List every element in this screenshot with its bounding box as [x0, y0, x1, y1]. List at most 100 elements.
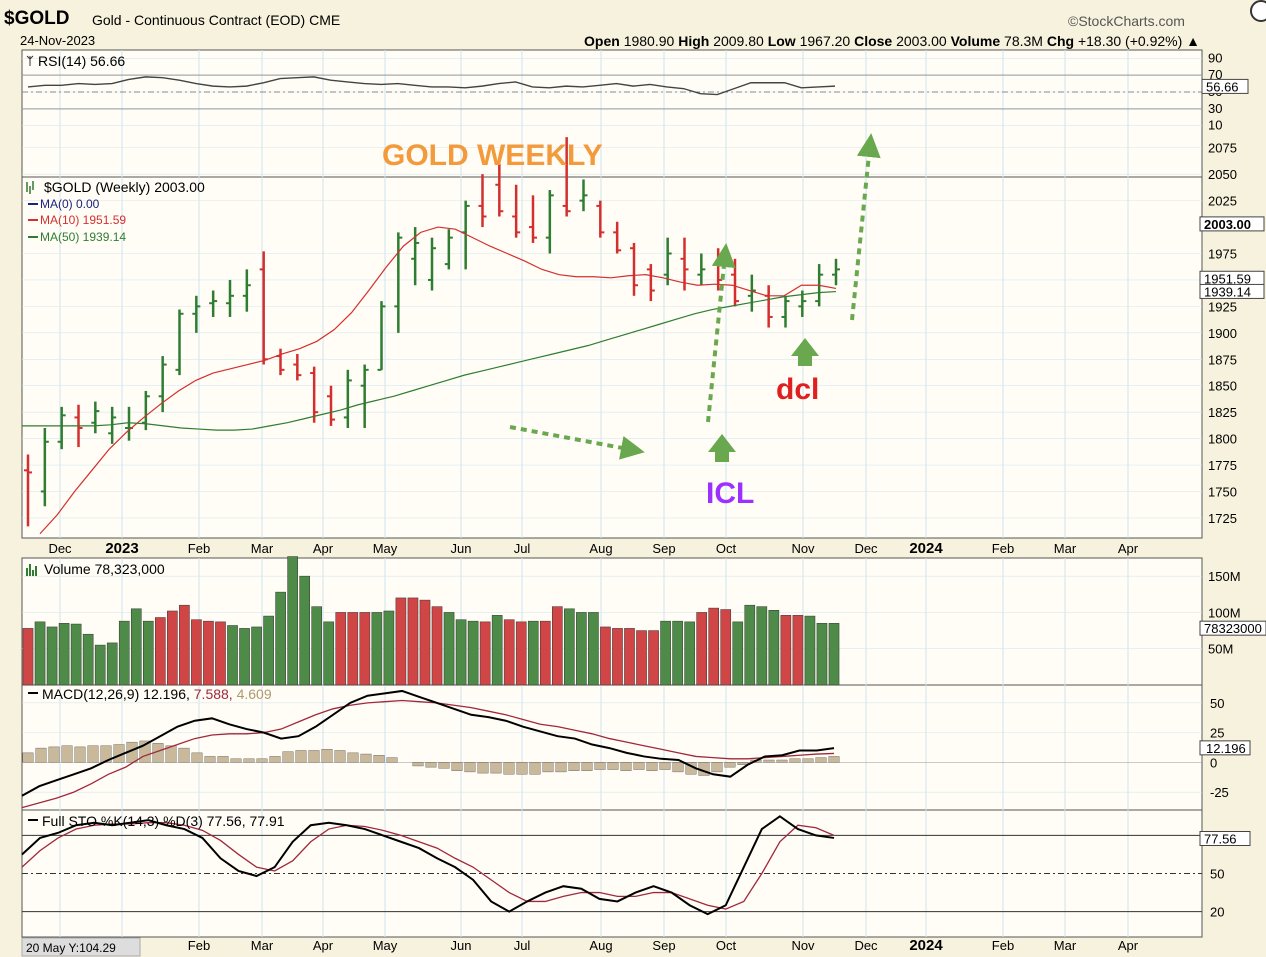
volume-bar	[383, 610, 395, 686]
footer-x-label: Mar	[251, 938, 274, 953]
ma50-line	[22, 290, 837, 431]
volume-bar	[660, 620, 671, 686]
macd-histogram-bar	[74, 746, 86, 763]
stockcharts-brand: ©StockCharts.com	[1068, 13, 1185, 29]
price-current-label: 2003.00	[1204, 217, 1251, 232]
volume-bar	[179, 604, 190, 686]
price-current-box	[1199, 283, 1265, 299]
footer-x-label: 2024	[909, 937, 943, 954]
volume-bar	[58, 623, 70, 686]
macd-histogram-bar	[802, 758, 814, 763]
volume-legend: Volume 78,323,000	[44, 561, 165, 577]
macd-tick-label: 0	[1210, 755, 1217, 770]
x-axis-label: Dec	[48, 541, 72, 556]
volume-bar	[46, 626, 58, 686]
down-trend-arrow	[509, 425, 645, 460]
macd-histogram-bar	[477, 762, 489, 774]
volume-bar	[347, 612, 359, 686]
macd-histogram-bar	[360, 753, 372, 763]
volume-bar	[263, 615, 274, 686]
price-current-box	[1199, 216, 1265, 232]
macd-histogram-bar	[815, 757, 827, 763]
macd-histogram-bar	[425, 762, 437, 768]
dcl-label: dcl	[776, 373, 819, 406]
macd-histogram-bar	[646, 762, 658, 771]
macd-histogram-bar	[282, 751, 294, 763]
macd-tick-label: -25	[1210, 785, 1229, 800]
volume-bar	[359, 612, 371, 686]
projection-arrow	[850, 133, 881, 321]
price-tick-label: 1875	[1208, 352, 1237, 367]
macd-histogram-bar	[568, 762, 580, 771]
macd-tick-label: 50	[1210, 696, 1224, 711]
sto-current-box	[1199, 830, 1251, 846]
macd-histogram-bar	[295, 750, 307, 763]
x-axis-label: Mar	[251, 541, 274, 556]
price-tick-label: 2050	[1208, 167, 1237, 182]
macd-histogram-bar	[321, 749, 333, 763]
volume-current-box	[1199, 620, 1266, 636]
x-axis-label: Nov	[791, 541, 815, 556]
volume-bar	[275, 591, 286, 686]
price-tick-label: 1825	[1208, 405, 1237, 420]
ma10-legend: MA(10) 1951.59	[40, 213, 126, 227]
volume-bar	[455, 619, 467, 686]
macd-legend-part: MACD(12,26,9)	[42, 686, 143, 702]
volume-bar	[311, 606, 323, 686]
price-tick-label: 1925	[1208, 299, 1237, 314]
volume-bar	[167, 610, 178, 686]
rsi-tick-label: 70	[1208, 67, 1222, 82]
x-axis-label: Dec	[854, 541, 878, 556]
macd-histogram-bar	[529, 762, 541, 775]
x-axis-label: Apr	[313, 541, 334, 556]
rsi-current-box	[1201, 78, 1249, 94]
macd-histogram-bar	[659, 762, 671, 770]
macd-histogram-bar	[256, 758, 268, 763]
volume-bar	[744, 604, 756, 686]
volume-bar	[287, 556, 298, 686]
price-tick-label: 2025	[1208, 194, 1237, 209]
volume-bar	[672, 620, 683, 686]
x-axis-label: 2023	[105, 540, 138, 557]
sto-legend: Full STO %K(14,3) %D(3) 77.56, 77.91	[42, 813, 285, 829]
volume-bar	[576, 612, 587, 686]
price-current-label: 1939.14	[1204, 284, 1251, 299]
macd-histogram-bar	[672, 762, 684, 773]
volume-current-label: 78323000	[1204, 621, 1262, 636]
price-tick-label: 1725	[1208, 511, 1237, 526]
macd-histogram-bar	[243, 758, 255, 763]
macd-histogram-bar	[165, 745, 177, 763]
macd-histogram-bar	[516, 762, 528, 775]
x-axis-label: Feb	[188, 541, 210, 556]
rsi-current-label: 56.66	[1206, 79, 1239, 94]
volume-bar	[696, 612, 707, 686]
volume-bar	[816, 623, 828, 686]
volume-bar	[467, 620, 479, 686]
volume-bar	[70, 623, 82, 686]
exchange-text: CME	[309, 12, 341, 28]
volume-bar	[251, 626, 262, 686]
macd-histogram-bar	[542, 762, 554, 773]
volume-bar	[684, 621, 695, 686]
x-axis-label: Feb	[992, 541, 1014, 556]
macd-histogram-bar	[139, 740, 151, 763]
volume-tick-label: 100M	[1208, 605, 1241, 620]
x-axis-label: Oct	[716, 541, 737, 556]
macd-histogram-bar	[178, 747, 190, 763]
volume-bar	[648, 630, 659, 686]
volume-bar	[515, 621, 527, 686]
chg-up-icon: ▲	[1186, 33, 1200, 49]
volume-bar	[600, 626, 611, 686]
corner-button[interactable]	[1250, 0, 1266, 22]
footer-x-label: Jul	[514, 938, 531, 953]
x-axis-label: Jun	[451, 541, 472, 556]
rsi-line	[27, 76, 836, 96]
volume-bar	[407, 597, 419, 686]
rsi-tick-label: 90	[1208, 50, 1222, 65]
volume-bar	[552, 606, 563, 686]
volume-bar	[720, 609, 732, 686]
volume-bar	[780, 615, 792, 686]
macd-histogram-bar	[191, 752, 203, 763]
macd-histogram-bar	[87, 745, 99, 763]
